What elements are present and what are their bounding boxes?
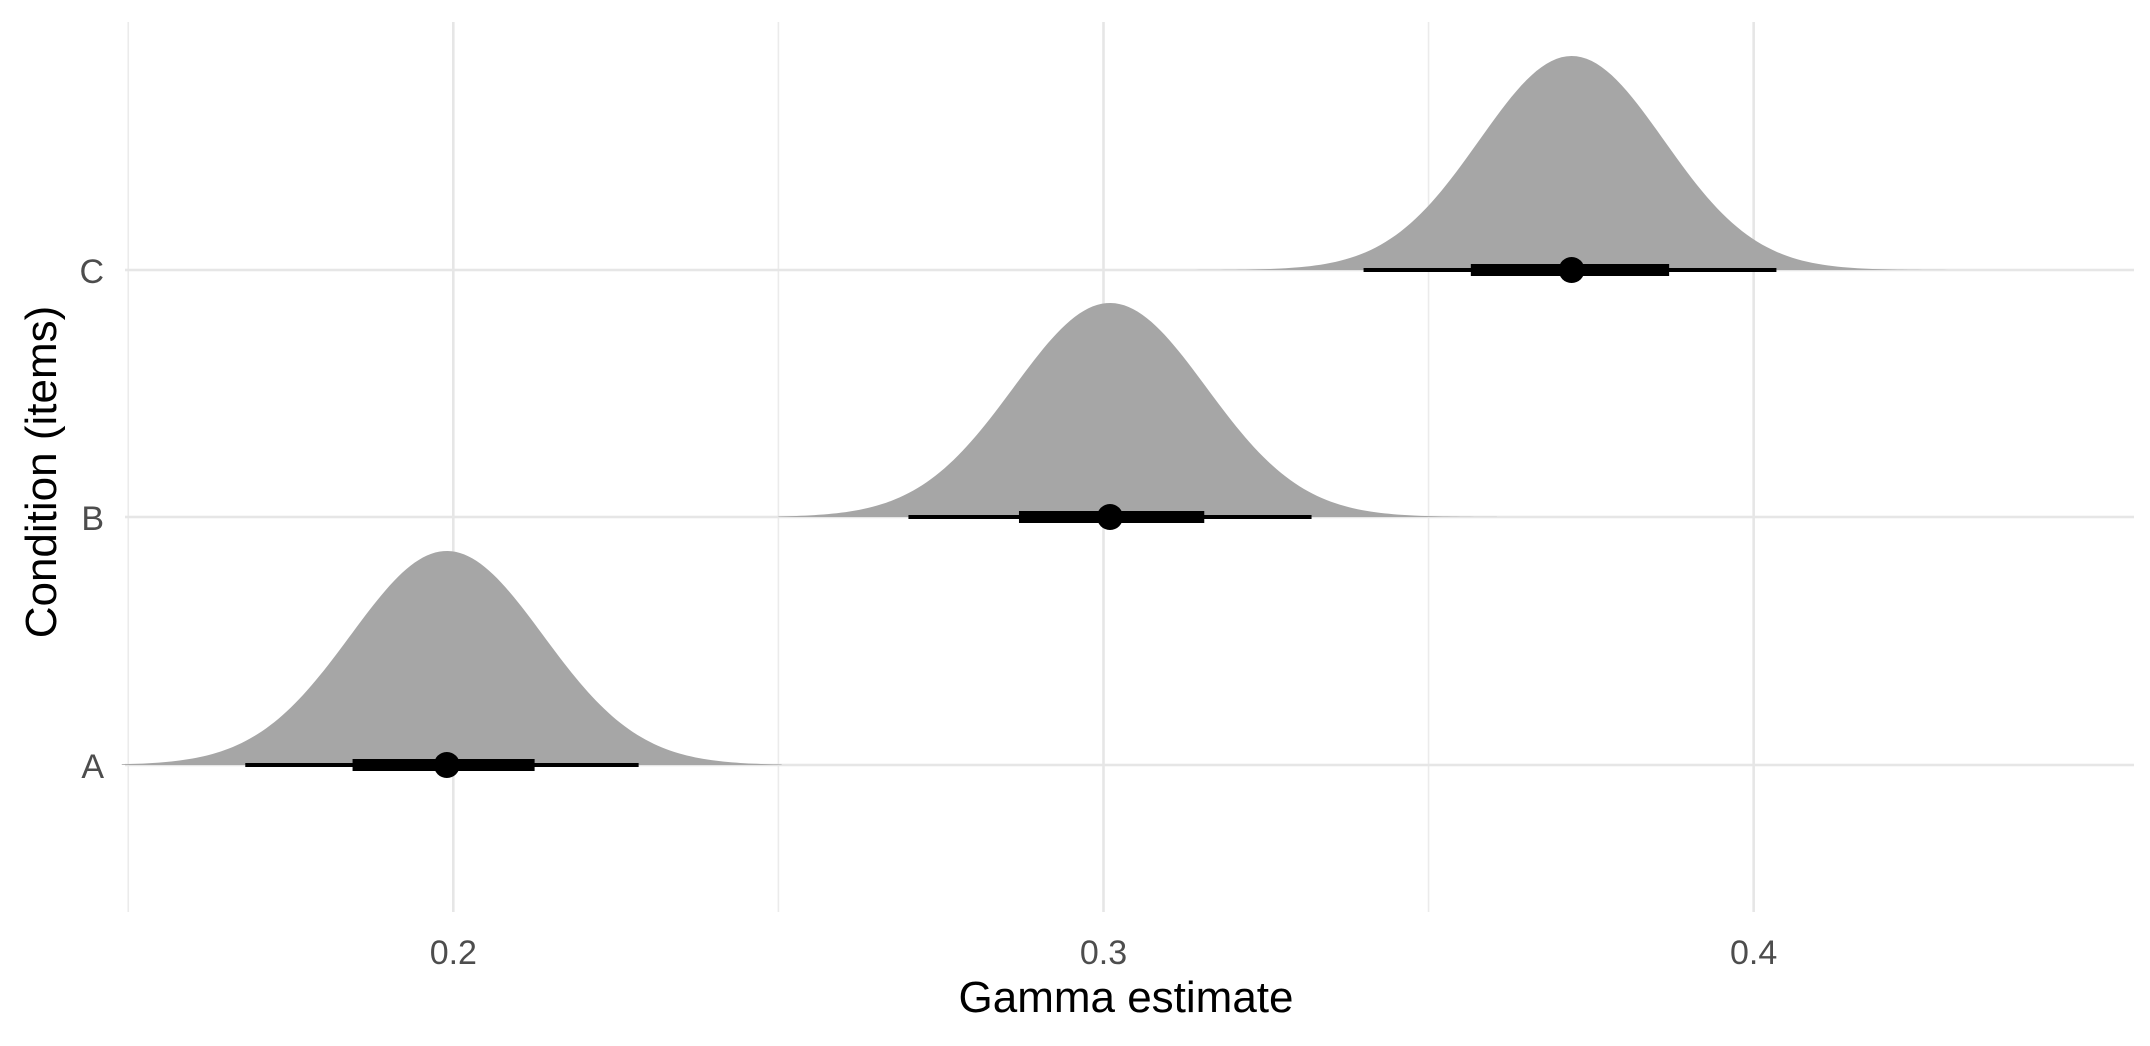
y-tick-label-b: B — [81, 500, 104, 538]
y-tick-label-c: C — [79, 253, 104, 291]
density-curve-a — [121, 551, 782, 765]
y-tick-label-a: A — [81, 748, 104, 786]
mean-point-b — [1096, 504, 1123, 530]
density-curve-c — [1175, 56, 1978, 270]
x-axis-title: Gamma estimate — [959, 973, 1294, 1022]
x-tick-labels: 0.2 0.3 0.4 — [430, 934, 1778, 972]
mean-point-a — [433, 752, 460, 778]
density-curve-b — [778, 303, 1497, 517]
interval-bars — [245, 257, 1777, 778]
density-curves — [121, 56, 1978, 765]
x-tick-label: 0.4 — [1730, 934, 1777, 972]
x-tick-label: 0.2 — [430, 934, 477, 972]
y-axis-title: Condition (items) — [17, 306, 66, 639]
mean-point-c — [1558, 257, 1585, 283]
y-tick-labels: A B C — [79, 253, 104, 786]
x-tick-label: 0.3 — [1080, 934, 1127, 972]
